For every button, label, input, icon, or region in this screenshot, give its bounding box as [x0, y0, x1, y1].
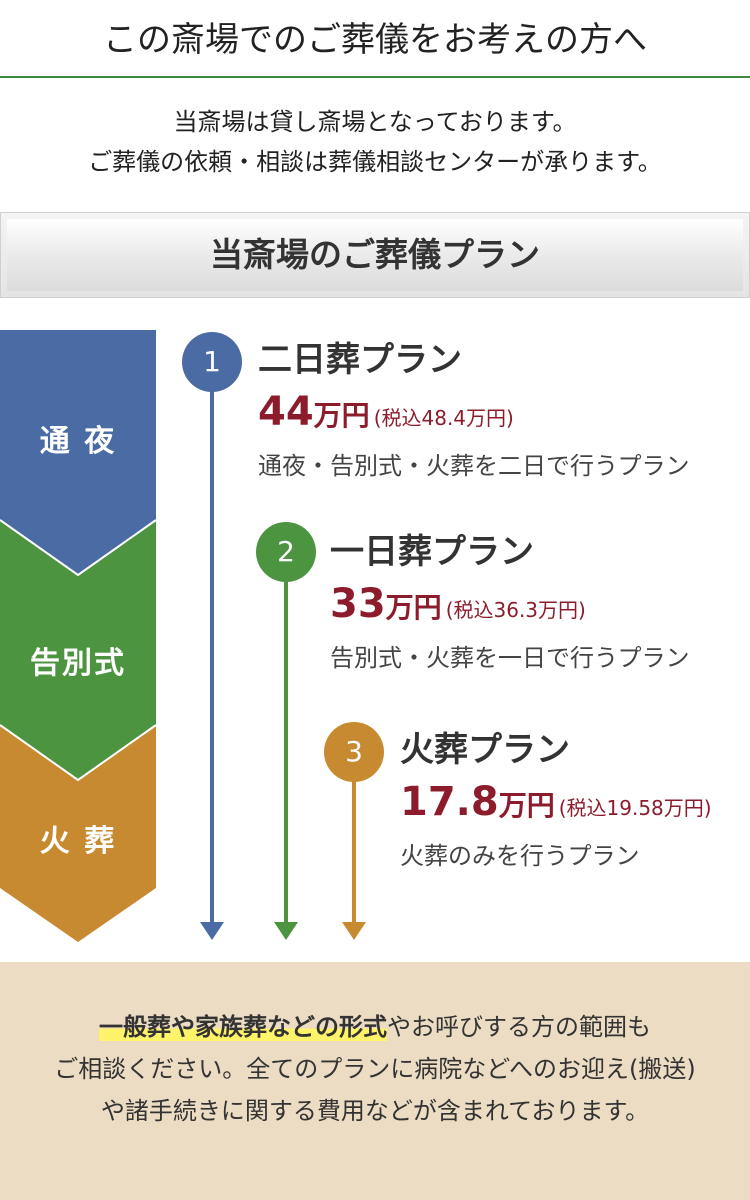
price-tax-included: (税込36.3万円) [445, 598, 586, 622]
price-unit: 万円 [498, 789, 555, 822]
plan-heading-banner: 当斎場のご葬儀プラン [0, 212, 750, 298]
price-unit: 万円 [385, 591, 442, 624]
footer-text: 一般葬や家族葬などの形式やお呼びする方の範囲も ご相談ください。全てのプランに病… [0, 1006, 750, 1132]
plan-card-one-day: 一日葬プラン 33万円 (税込36.3万円) 告別式・火葬を一日で行うプラン [330, 532, 690, 673]
ceremony-stages: 通 夜 告別式 火 葬 [0, 330, 160, 950]
footer-note: 一般葬や家族葬などの形式やお呼びする方の範囲も ご相談ください。全てのプランに病… [0, 962, 750, 1200]
plan-price: 33万円 (税込36.3万円) [330, 580, 690, 636]
plan-number-circle-2 [256, 522, 316, 582]
footer-line-2: ご相談ください。全てのプランに病院などへのお迎え(搬送) [54, 1055, 696, 1083]
plan-price: 44万円 (税込48.4万円) [258, 388, 690, 444]
stage-divider-1 [0, 519, 157, 577]
timeline-arrow-1 [200, 922, 224, 940]
price-tax-included: (税込19.58万円) [558, 796, 712, 820]
intro-text: 当斎場は貸し斎場となっております。 ご葬儀の依頼・相談は葬儀相談センターが承りま… [0, 102, 750, 182]
footer-line-1-rest: やお呼びする方の範囲も [387, 1013, 651, 1041]
intro-line-2: ご葬儀の依頼・相談は葬儀相談センターが承ります。 [88, 148, 662, 176]
timeline-arrow-3 [342, 922, 366, 940]
plan-number-circle-1 [182, 332, 242, 392]
footer-line-3: や諸手続きに関する費用などが含まれております。 [100, 1097, 650, 1125]
stage-label-kokubetsu: 告別式 [30, 646, 126, 681]
stage-label-tsuya: 通 夜 [39, 424, 117, 459]
plan-number-2: 2 [277, 535, 295, 568]
price-unit: 万円 [313, 399, 370, 432]
plan-price: 17.8万円 (税込19.58万円) [400, 778, 712, 834]
stage-divider-2 [0, 724, 157, 782]
plan-card-cremation: 火葬プラン 17.8万円 (税込19.58万円) 火葬のみを行うプラン [400, 730, 712, 871]
plan-description: 通夜・告別式・火葬を二日で行うプラン [258, 452, 690, 480]
plan-number-3: 3 [345, 735, 363, 768]
intro-line-1: 当斎場は貸し斎場となっております。 [173, 108, 577, 136]
plan-number-circle-3 [324, 722, 384, 782]
plan-number-1: 1 [203, 345, 221, 378]
stage-tsuya-shape [0, 330, 156, 575]
stage-kokubetsu-shape [0, 520, 156, 780]
price-amount: 33 [330, 581, 386, 627]
plan-name: 一日葬プラン [330, 532, 534, 572]
plan-card-two-day: 二日葬プラン 44万円 (税込48.4万円) 通夜・告別式・火葬を二日で行うプラン [258, 340, 690, 481]
price-amount: 17.8 [400, 779, 499, 825]
plan-description: 告別式・火葬を一日で行うプラン [330, 644, 690, 672]
footer-highlight: 一般葬や家族葬などの形式 [99, 1013, 387, 1041]
plan-heading: 当斎場のご葬儀プラン [7, 219, 743, 291]
stage-label-kaso: 火 葬 [39, 824, 117, 859]
stage-chevrons [0, 330, 157, 942]
plan-timeline [182, 332, 384, 940]
stage-kaso-shape [0, 725, 156, 942]
page-title: この斎場でのご葬儀をお考えの方へ [103, 20, 647, 60]
footer-line-1: 一般葬や家族葬などの形式やお呼びする方の範囲も [0, 1006, 750, 1048]
header-divider [0, 76, 750, 78]
plan-description: 火葬のみを行うプラン [400, 842, 640, 870]
price-amount: 44 [258, 389, 314, 435]
plan-name: 二日葬プラン [258, 340, 462, 380]
price-tax-included: (税込48.4万円) [373, 406, 514, 430]
plan-name: 火葬プラン [400, 730, 570, 770]
timeline-arrow-2 [274, 922, 298, 940]
